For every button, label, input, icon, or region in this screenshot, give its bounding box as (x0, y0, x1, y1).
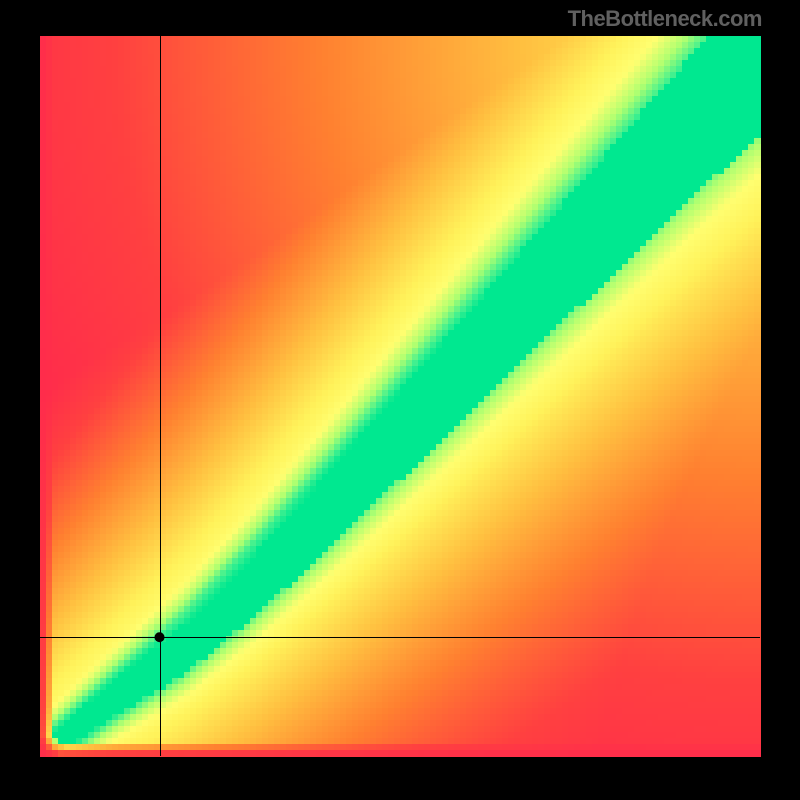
bottleneck-heatmap (0, 0, 800, 800)
attribution-label: TheBottleneck.com (568, 6, 762, 32)
